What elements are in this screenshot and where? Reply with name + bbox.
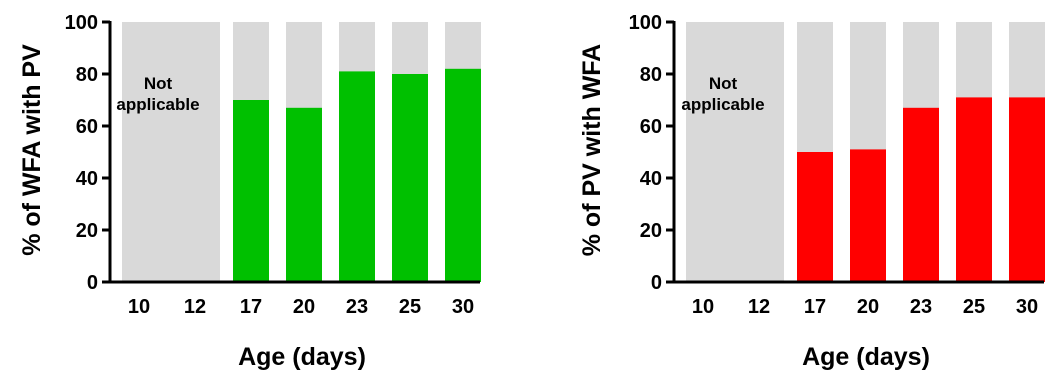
bar-20 <box>286 107 322 282</box>
bar-17 <box>233 100 269 282</box>
x-tick-label: 20 <box>857 296 879 318</box>
y-tick-label: 100 <box>65 12 98 34</box>
bar-25 <box>956 97 992 283</box>
y-tick-label: 100 <box>629 12 662 34</box>
x-tick-label: 12 <box>748 296 770 318</box>
y-tick-label: 40 <box>76 168 98 190</box>
x-tick-label: 20 <box>293 296 315 318</box>
x-tick-label: 30 <box>1016 296 1038 318</box>
bar-23 <box>339 71 375 283</box>
bar-25 <box>392 74 428 282</box>
y-axis-title: % of WFA with PV <box>18 44 46 256</box>
y-tick-label: 80 <box>640 64 662 86</box>
y-tick-label: 0 <box>87 272 98 294</box>
bar-23 <box>903 107 939 282</box>
y-tick-label: 80 <box>76 64 98 86</box>
x-tick-label: 17 <box>240 296 262 318</box>
not-applicable-label: Not applicable <box>116 74 199 114</box>
y-tick-label: 20 <box>76 220 98 242</box>
y-tick-label: 60 <box>640 116 662 138</box>
x-axis-title: Age (days) <box>238 343 366 371</box>
chart-panel-2: 0 20 40 60 80 100 10 12 17 20 23 25 30 Age (days) % of… <box>578 12 1045 371</box>
x-axis-title: Age (days) <box>802 343 930 371</box>
y-tick-label: 40 <box>640 168 662 190</box>
x-tick-label: 25 <box>963 296 985 318</box>
bar-30 <box>1009 97 1045 283</box>
x-tick-label: 17 <box>804 296 826 318</box>
x-tick-label: 23 <box>346 296 368 318</box>
x-tick-label: 23 <box>910 296 932 318</box>
y-tick-label: 0 <box>651 272 662 294</box>
bar-17 <box>797 152 833 282</box>
x-tick-label: 10 <box>128 296 150 318</box>
not-applicable-region <box>122 22 220 282</box>
not-applicable-label: Not applicable <box>681 74 764 114</box>
y-tick-label: 20 <box>640 220 662 242</box>
x-tick-label: 12 <box>184 296 206 318</box>
y-tick-label: 60 <box>76 116 98 138</box>
y-axis-title: % of PV with WFA <box>578 44 606 257</box>
not-applicable-region <box>686 22 784 282</box>
x-tick-label: 25 <box>399 296 421 318</box>
chart-panel-1: 0 20 40 60 80 100 10 12 17 20 23 25 30 Age (days) % of… <box>18 12 481 371</box>
x-tick-label: 10 <box>692 296 714 318</box>
bar-20 <box>850 149 886 282</box>
bar-30 <box>445 68 481 282</box>
x-tick-label: 30 <box>452 296 474 318</box>
